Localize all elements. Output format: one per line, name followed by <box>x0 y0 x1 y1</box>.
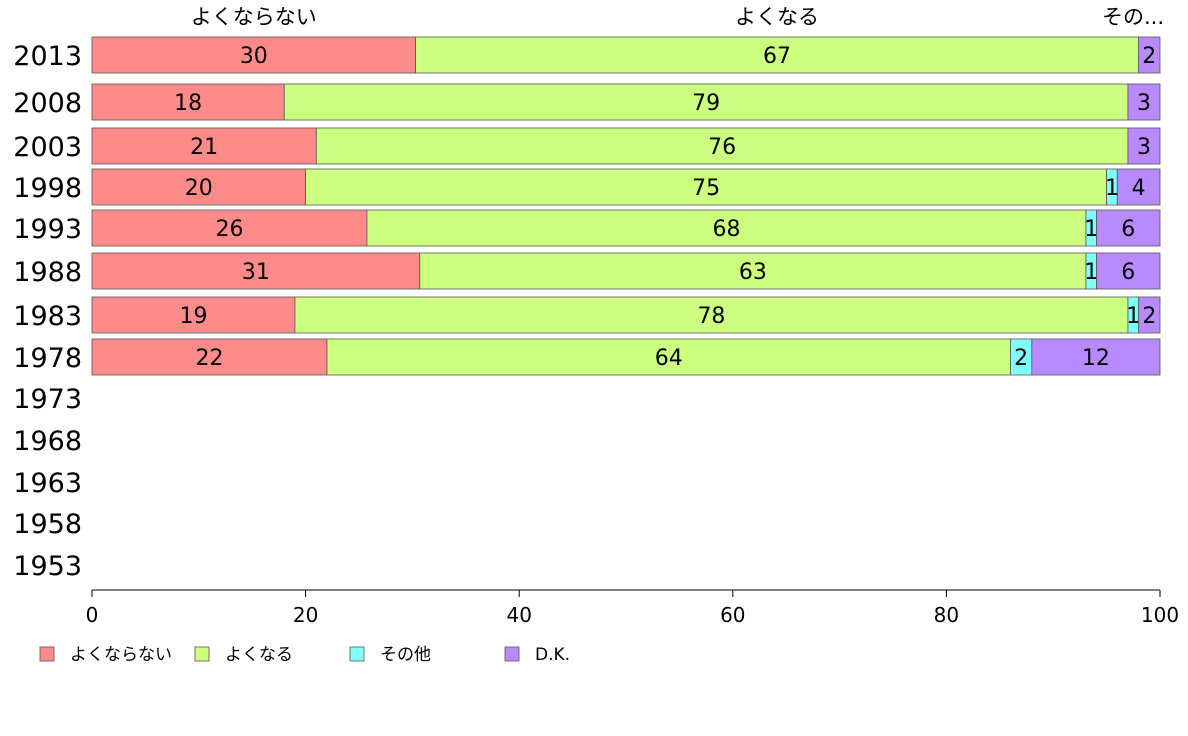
data-label: 6 <box>1121 260 1135 285</box>
data-label: 64 <box>655 346 683 371</box>
data-label: 63 <box>739 260 767 285</box>
data-label: 68 <box>712 217 740 242</box>
legend-label: D.K. <box>535 645 570 665</box>
x-tick-label: 100 <box>1141 603 1179 627</box>
data-label: 31 <box>242 260 270 285</box>
bar-segment <box>1096 252 1161 290</box>
data-label: 76 <box>708 135 736 160</box>
legend-label: その他 <box>380 645 431 665</box>
bar-segment <box>315 127 1129 165</box>
data-label: 79 <box>692 91 720 116</box>
data-label: 2 <box>1142 304 1156 329</box>
data-label: 26 <box>215 217 243 242</box>
legend-swatch <box>349 646 365 662</box>
bar-segment <box>1138 36 1161 74</box>
bar-segment <box>326 338 1011 376</box>
bar-segment <box>305 168 1108 206</box>
year-label: 2013 <box>13 41 82 72</box>
bar-segment <box>1096 209 1161 247</box>
legend-label: よくならない <box>70 645 172 665</box>
data-label: 2 <box>1014 346 1028 371</box>
category-header-label: よくならない <box>191 5 317 29</box>
data-label: 6 <box>1121 217 1135 242</box>
bar-segment <box>91 252 421 290</box>
x-tick-label: 60 <box>720 603 745 627</box>
legend-swatch <box>194 646 210 662</box>
year-label: 1963 <box>13 468 82 499</box>
bar-segment <box>91 296 296 334</box>
data-label: 19 <box>179 304 207 329</box>
data-label: 1 <box>1084 260 1098 285</box>
bar-segment <box>1138 296 1161 334</box>
data-label: 75 <box>692 176 720 201</box>
bar-segment <box>283 83 1129 121</box>
year-label: 1953 <box>13 551 82 582</box>
data-label: 1 <box>1126 304 1140 329</box>
legend-swatch <box>39 646 55 662</box>
bar-segment <box>1116 168 1161 206</box>
x-tick-label: 40 <box>506 603 531 627</box>
year-label: 1978 <box>13 343 82 374</box>
year-label: 1968 <box>13 426 82 457</box>
year-label: 1973 <box>13 384 82 415</box>
bar-segment <box>91 338 328 376</box>
bar-segment <box>91 83 285 121</box>
year-label: 1998 <box>13 173 82 204</box>
data-label: 78 <box>697 304 725 329</box>
year-label: 1993 <box>13 214 82 245</box>
x-tick-label: 20 <box>293 603 318 627</box>
bar-segment <box>1127 127 1161 165</box>
category-header-label: よくなる <box>735 5 819 29</box>
data-label: 3 <box>1137 91 1151 116</box>
data-label: 22 <box>195 346 223 371</box>
data-label: 12 <box>1082 346 1110 371</box>
year-label: 1983 <box>13 301 82 332</box>
bar-segment <box>1031 338 1161 376</box>
bar-segment <box>415 36 1139 74</box>
bar-segment <box>91 36 417 74</box>
year-label: 1958 <box>13 509 82 540</box>
data-label: 20 <box>185 176 213 201</box>
data-label: 3 <box>1137 135 1151 160</box>
x-tick-label: 0 <box>86 603 99 627</box>
data-label: 2 <box>1142 44 1156 69</box>
legend-swatch <box>504 646 520 662</box>
x-tick-label: 80 <box>934 603 959 627</box>
data-label: 21 <box>190 135 218 160</box>
bar-segment <box>294 296 1129 334</box>
year-label: 2008 <box>13 88 82 119</box>
legend-label: よくなる <box>225 645 293 665</box>
bar-segment <box>419 252 1087 290</box>
bar-segment <box>91 127 317 165</box>
data-label: 30 <box>240 44 268 69</box>
bar-segment <box>91 168 307 206</box>
year-label: 1988 <box>13 257 82 288</box>
year-label: 2003 <box>13 132 82 163</box>
data-label: 67 <box>763 44 791 69</box>
data-label: 18 <box>174 91 202 116</box>
bar-segment <box>91 209 368 247</box>
bar-segment <box>1127 83 1161 121</box>
data-label: 4 <box>1132 176 1146 201</box>
data-label: 1 <box>1084 217 1098 242</box>
data-label: 1 <box>1105 176 1119 201</box>
category-header-label: その... <box>1102 5 1164 29</box>
